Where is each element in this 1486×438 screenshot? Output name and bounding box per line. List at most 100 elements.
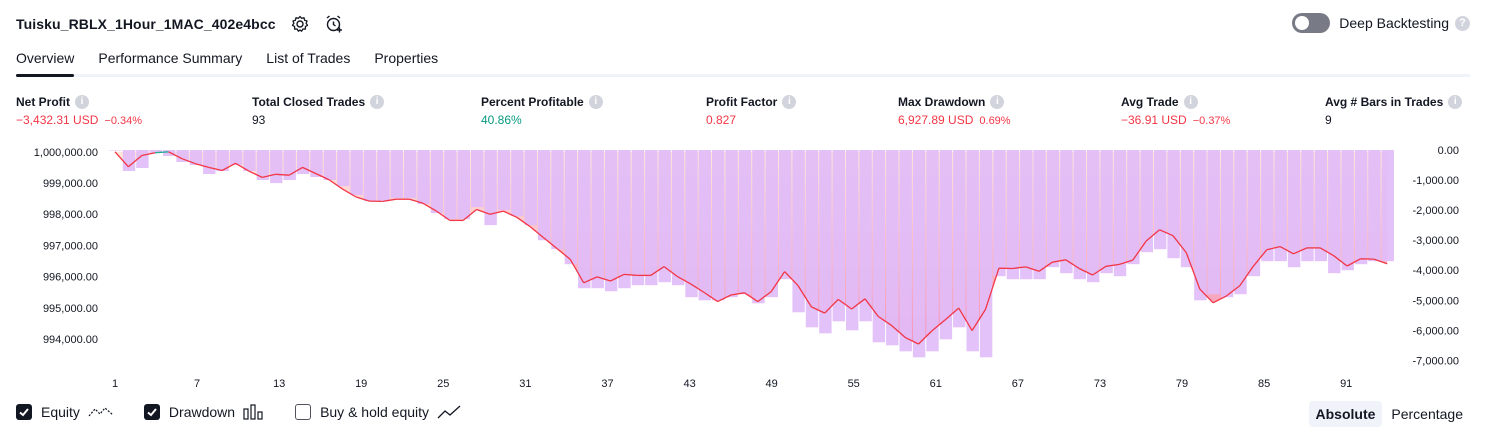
drawdown-bar <box>899 150 912 352</box>
stats-row: Net Profit i −3,432.31 USD −0.34% Total Cl… <box>16 94 1470 130</box>
tab-overview[interactable]: Overview <box>16 46 75 77</box>
deep-backtesting-toggle[interactable] <box>1292 13 1331 33</box>
equity-line-segment <box>1012 266 1026 270</box>
drawdown-bar <box>805 150 819 328</box>
drawdown-bar <box>618 150 631 289</box>
equity-line-segment <box>1319 247 1335 257</box>
drawdown-bar <box>203 150 216 174</box>
stat-total-closed-trades: Total Closed Trades i 93 <box>252 94 385 127</box>
equity-line-segment <box>1373 258 1388 265</box>
tab-properties[interactable]: Properties <box>374 50 439 66</box>
equity-line-segment <box>1199 288 1214 304</box>
drawdown-bar <box>1087 150 1100 283</box>
x-axis-tick: 49 <box>765 378 777 390</box>
drawdown-bar <box>229 150 243 165</box>
left-axis-tick: 995,000.00 <box>43 303 98 315</box>
equity-line-segment <box>851 298 866 310</box>
drawdown-bar <box>1220 150 1234 298</box>
equity-line-segment <box>703 291 718 303</box>
drawdown-bar <box>966 150 979 352</box>
drawdown-checkbox[interactable] <box>143 404 160 420</box>
equity-line-segment <box>824 298 839 314</box>
equity-line-segment <box>127 155 143 168</box>
drawdown-bar <box>645 150 658 286</box>
drawdown-bar <box>1060 150 1073 274</box>
equity-line-segment <box>195 163 209 169</box>
equity-line-segment <box>1333 255 1348 267</box>
drawdown-bar <box>377 150 390 202</box>
info-icon[interactable]: i <box>990 94 1005 109</box>
equity-line-segment <box>717 294 732 303</box>
info-icon[interactable]: i <box>588 94 603 109</box>
x-axis-tick: 61 <box>930 378 942 390</box>
info-icon[interactable]: i <box>370 94 385 109</box>
equity-line-segment <box>610 273 625 282</box>
drawdown-bar <box>390 150 403 199</box>
equity-line-segment <box>1293 247 1308 255</box>
deep-backtesting-label: Deep Backtesting <box>1339 15 1449 31</box>
equity-checkbox[interactable] <box>16 404 32 420</box>
legend-equity[interactable]: Equity <box>16 404 114 420</box>
info-icon[interactable]: i <box>782 94 797 109</box>
drawdown-bar <box>578 150 591 289</box>
equity-line-segment <box>114 151 129 168</box>
drawdown-bar <box>511 150 524 217</box>
equity-line-segment <box>409 198 424 204</box>
info-icon[interactable]: i <box>75 94 89 109</box>
equity-line-segment <box>757 291 772 303</box>
drawdown-bar <box>1314 150 1328 262</box>
drawdown-bar <box>658 150 671 283</box>
drawdown-bar <box>1100 150 1113 274</box>
equity-line-segment <box>543 237 558 250</box>
equity-chart[interactable]: 1,000,000.00 999,000.00 998,000.00 997,000.… <box>0 140 1486 398</box>
left-axis-tick: 996,000.00 <box>43 272 98 284</box>
drawdown-bar <box>243 150 256 171</box>
equity-line-segment <box>770 271 786 292</box>
drawdown-bar <box>363 150 377 202</box>
buy-hold-checkbox[interactable] <box>295 404 312 420</box>
drawdown-bar <box>122 150 136 171</box>
add-alert-icon[interactable] <box>324 14 344 34</box>
equity-line-segment <box>864 298 879 317</box>
x-axis-tick: 91 <box>1340 378 1352 390</box>
mode-percentage[interactable]: Percentage <box>1391 406 1463 422</box>
drawdown-bar <box>752 150 765 304</box>
equity-line-segment <box>677 276 692 285</box>
stat-percent: −0.37% <box>1192 115 1231 127</box>
left-axis-tick: 998,000.00 <box>43 209 98 221</box>
drawdown-bar <box>698 150 711 301</box>
x-axis-tick: 13 <box>273 378 285 390</box>
equity-line-segment <box>904 336 919 345</box>
x-axis-tick: 37 <box>601 378 613 390</box>
legend-drawdown[interactable]: Drawdown <box>143 404 265 420</box>
equity-line-segment <box>984 267 1000 310</box>
drawdown-bar <box>819 150 832 334</box>
info-icon[interactable]: i <box>1448 94 1463 109</box>
equity-line-segment <box>971 309 987 331</box>
drawdown-bar <box>872 150 886 343</box>
left-axis-tick: 1,000,000.00 <box>34 147 98 159</box>
drawdown-bar <box>1127 150 1140 265</box>
deep-backtesting: Deep Backtesting ? <box>1292 13 1470 33</box>
equity-line-segment <box>931 319 946 332</box>
tab-list-of-trades[interactable]: List of Trades <box>266 50 351 66</box>
stat-value: 93 <box>252 113 266 127</box>
settings-icon[interactable] <box>290 14 310 34</box>
equity-line-segment <box>529 226 544 239</box>
equity-line-segment <box>342 188 357 198</box>
drawdown-bar <box>444 150 457 220</box>
equity-line-segment <box>1279 246 1294 255</box>
equity-line-segment <box>262 173 276 179</box>
help-icon[interactable]: ? <box>1455 15 1470 31</box>
drawdown-bar <box>537 150 551 241</box>
legend-buy-hold[interactable]: Buy & hold equity <box>295 404 461 420</box>
buy-hold-line-icon <box>437 404 461 420</box>
chart-legend: Equity Drawdown Buy & hold equity <box>16 404 491 420</box>
info-icon[interactable]: i <box>1183 94 1198 109</box>
tab-performance-summary[interactable]: Performance Summary <box>98 50 243 66</box>
strategy-header: Tuisku_RBLX_1Hour_1MAC_402e4bcc <box>16 12 344 36</box>
equity-line-segment <box>288 166 303 176</box>
stat-value: 6,927.89 USD <box>898 113 974 127</box>
mode-absolute[interactable]: Absolute <box>1308 401 1383 427</box>
equity-line-segment <box>1038 261 1053 272</box>
